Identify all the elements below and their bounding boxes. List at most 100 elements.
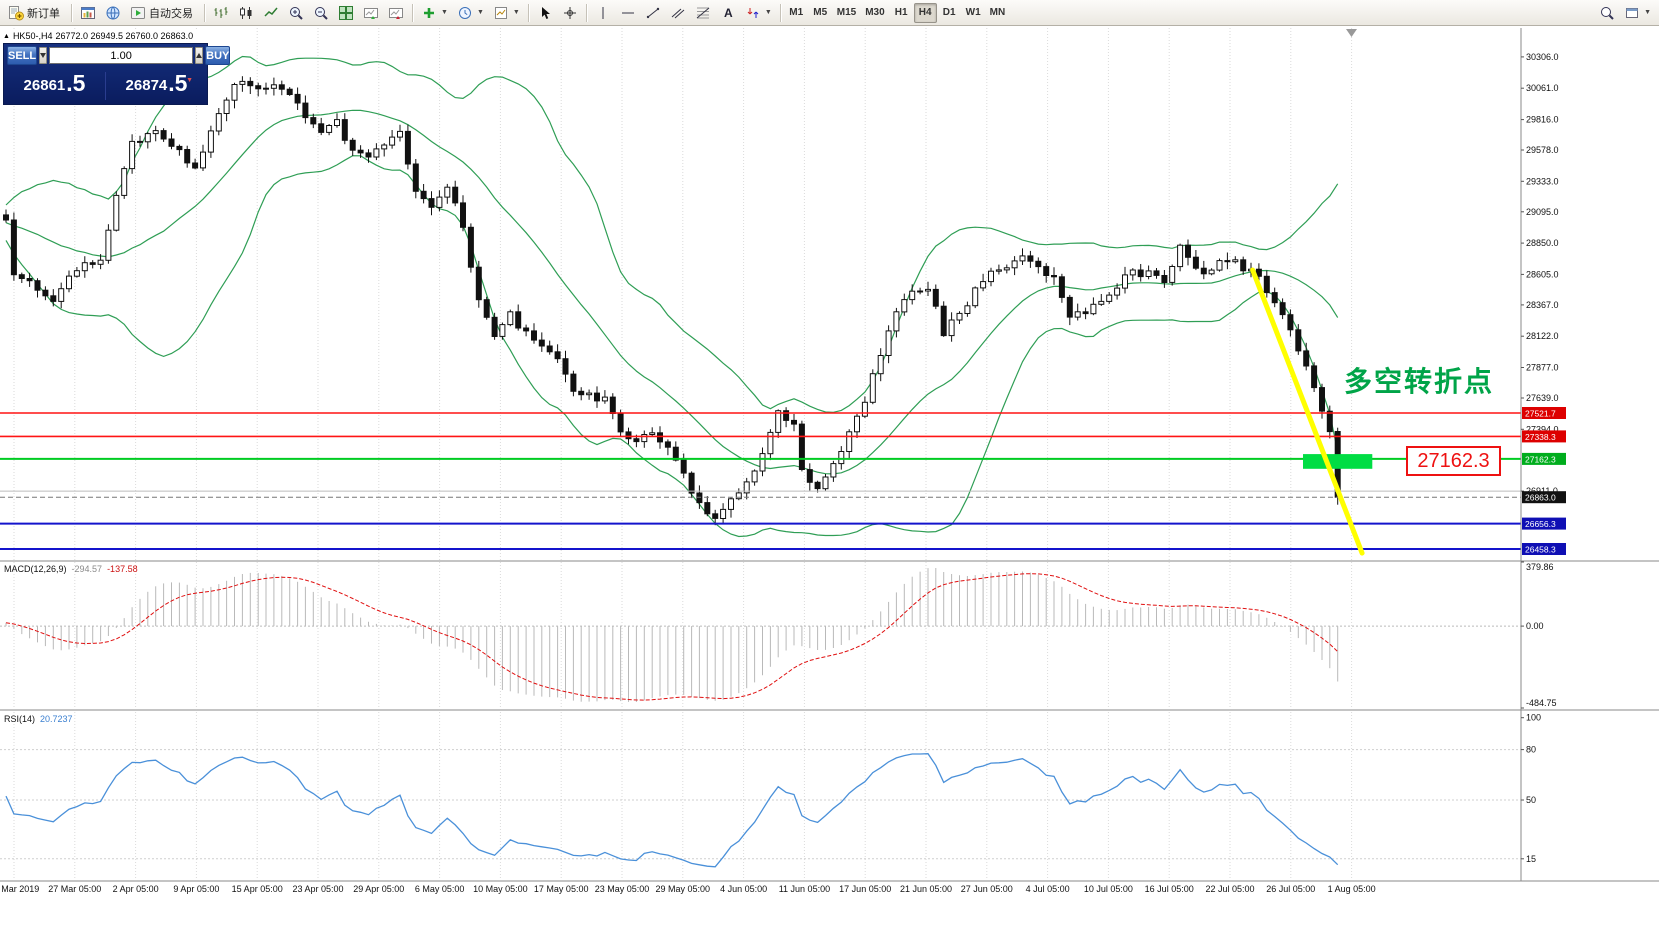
- svg-text:379.86: 379.86: [1526, 562, 1554, 572]
- svg-text:28850.0: 28850.0: [1526, 238, 1559, 248]
- timeframe-m30-button[interactable]: M30: [861, 3, 888, 23]
- timeframe-h1-button[interactable]: H1: [890, 3, 913, 23]
- timeframe-m5-button[interactable]: M5: [809, 3, 832, 23]
- volume-input[interactable]: [49, 47, 194, 64]
- indicators-button[interactable]: ▼: [417, 2, 452, 24]
- price-label-box[interactable]: 27162.3: [1406, 446, 1501, 476]
- annotation-text[interactable]: 多空转折点: [1344, 366, 1495, 397]
- timeframe-d1-button[interactable]: D1: [938, 3, 961, 23]
- svg-text:6 May 05:00: 6 May 05:00: [415, 884, 465, 894]
- timeframe-m1-button[interactable]: M1: [785, 3, 808, 23]
- svg-text:1 Aug 05:00: 1 Aug 05:00: [1328, 884, 1376, 894]
- periods-button[interactable]: ▼: [453, 2, 488, 24]
- crosshair-button[interactable]: [558, 2, 582, 24]
- arrows-button[interactable]: ▼: [741, 2, 776, 24]
- price-axis-badges: 27521.7 27338.3 27162.3 26863.0 26656.3 26458…: [1522, 407, 1566, 555]
- trend-line[interactable]: [1250, 267, 1365, 556]
- timeframe-m15-button[interactable]: M15: [833, 3, 860, 23]
- svg-text:17 Jun 05:00: 17 Jun 05:00: [839, 884, 891, 894]
- toolbar-separator: [527, 3, 529, 22]
- buy-price[interactable]: ▼ 26874.5: [106, 71, 207, 98]
- zoom-out-button[interactable]: [309, 2, 333, 24]
- svg-text:27162.3: 27162.3: [1525, 454, 1556, 464]
- template-icon: [493, 5, 509, 21]
- chart-shift-button[interactable]: [384, 2, 408, 24]
- svg-text:27877.0: 27877.0: [1526, 363, 1559, 373]
- channel-button[interactable]: [666, 2, 690, 24]
- symbol-period-label: HK50-,H4: [12, 31, 53, 41]
- svg-text:16 Jul 05:00: 16 Jul 05:00: [1145, 884, 1194, 894]
- svg-text:23 May 05:00: 23 May 05:00: [595, 884, 650, 894]
- charts-window-button[interactable]: [76, 2, 100, 24]
- vertical-line-icon: [595, 5, 611, 21]
- chevron-down-icon: ▼: [1644, 9, 1651, 16]
- cursor-icon: [537, 5, 553, 21]
- macd-main-value: -294.57: [71, 564, 103, 574]
- svg-text:29 May 05:00: 29 May 05:00: [656, 884, 711, 894]
- horizontal-line-button[interactable]: [616, 2, 640, 24]
- chart-window-icon: [80, 5, 96, 21]
- svg-text:26911.0: 26911.0: [1526, 486, 1558, 496]
- symbol-search-button[interactable]: [1595, 2, 1619, 24]
- cursor-button[interactable]: [533, 2, 557, 24]
- trendline-button[interactable]: [641, 2, 665, 24]
- templates-button[interactable]: ▼: [489, 2, 524, 24]
- buy-button[interactable]: BUY: [205, 46, 231, 65]
- svg-text:80: 80: [1526, 745, 1536, 755]
- svg-text:28367.0: 28367.0: [1526, 300, 1559, 310]
- vertical-line-button[interactable]: [591, 2, 615, 24]
- ohlc-values: 26772.0 26949.5 26760.0 26863.0: [55, 31, 194, 41]
- horizontal-price-lines[interactable]: [0, 412, 1521, 550]
- date-axis-labels: 21 Mar 2019 27 Mar 05:00 2 Apr 05:00 9 Apr …: [0, 884, 1376, 894]
- auto-trading-label: 自动交易: [149, 7, 193, 20]
- svg-text:50: 50: [1526, 795, 1536, 805]
- volume-increase-button[interactable]: [195, 47, 204, 64]
- symbol-ohlc-strip[interactable]: ▲ HK50-,H4 26772.0 26949.5 26760.0 26863…: [3, 30, 208, 42]
- auto-trading-button[interactable]: 自动交易: [126, 2, 200, 24]
- svg-text:23 Apr 05:00: 23 Apr 05:00: [292, 884, 343, 894]
- svg-text:27338.3: 27338.3: [1525, 432, 1556, 442]
- spinner-up-icon: [196, 53, 203, 58]
- svg-text:28605.0: 28605.0: [1526, 269, 1559, 279]
- svg-text:29333.0: 29333.0: [1526, 176, 1559, 186]
- window-list-button[interactable]: ▼: [1620, 2, 1655, 24]
- profiles-button[interactable]: [101, 2, 125, 24]
- candlestick-chart-button[interactable]: [234, 2, 258, 24]
- bar-chart-button[interactable]: [209, 2, 233, 24]
- rsi-indicator-label: RSI(14) 20.7237: [4, 714, 73, 724]
- one-click-trading-panel: SELL BUY 26861.5 ▼ 26874.5: [3, 43, 231, 105]
- toolbar-separator: [585, 3, 587, 22]
- timeframe-w1-button[interactable]: W1: [962, 3, 985, 23]
- svg-text:A: A: [724, 6, 733, 20]
- new-order-button[interactable]: 新订单: [4, 2, 67, 24]
- rsi-name: RSI(14): [4, 714, 36, 724]
- line-chart-button[interactable]: [259, 2, 283, 24]
- rsi-value: 20.7237: [40, 714, 73, 724]
- svg-text:29578.0: 29578.0: [1526, 145, 1559, 155]
- text-button[interactable]: A: [716, 2, 740, 24]
- auto-scroll-button[interactable]: [359, 2, 383, 24]
- candlestick-chart-icon: [238, 5, 254, 21]
- bar-chart-icon: [213, 5, 229, 21]
- chart-shift-icon: [388, 5, 404, 21]
- bollinger-bands: [5, 55, 1339, 538]
- macd-name: MACD(12,26,9): [4, 564, 67, 574]
- sell-price[interactable]: 26861.5: [4, 69, 105, 98]
- chart-shift-marker[interactable]: [1346, 29, 1357, 37]
- svg-text:26863.0: 26863.0: [1525, 493, 1556, 503]
- volume-decrease-button[interactable]: [39, 47, 48, 64]
- toolbar-separator: [779, 3, 781, 22]
- highlight-zone[interactable]: [1303, 454, 1373, 469]
- tile-windows-button[interactable]: [334, 2, 358, 24]
- zoom-in-icon: [288, 5, 304, 21]
- timeframe-mn-button[interactable]: MN: [986, 3, 1010, 23]
- svg-text:100: 100: [1526, 713, 1541, 723]
- sell-price-fraction: .5: [66, 69, 86, 96]
- fibonacci-button[interactable]: [691, 2, 715, 24]
- timeframe-h4-button[interactable]: H4: [913, 2, 937, 23]
- svg-text:29816.0: 29816.0: [1526, 115, 1559, 125]
- zoom-in-button[interactable]: [284, 2, 308, 24]
- sell-button[interactable]: SELL: [7, 46, 38, 65]
- arrows-icon: [745, 5, 761, 21]
